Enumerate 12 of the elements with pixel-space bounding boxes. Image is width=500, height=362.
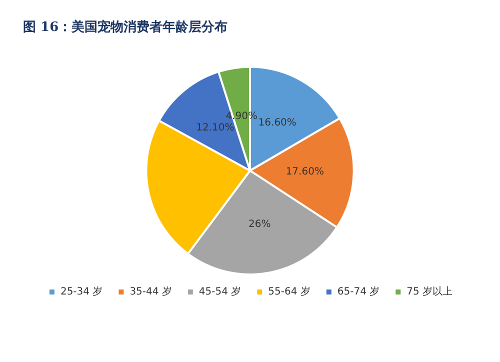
legend-label: 55-64 岁 <box>268 286 310 298</box>
data-label: 4.90% <box>226 110 258 122</box>
data-label: 16.60% <box>258 118 296 129</box>
legend-label: 35-44 岁 <box>130 286 172 298</box>
legend-label: 75 岁以上 <box>406 286 453 298</box>
chart-title: 图 16：美国宠物消费者年龄层分布 <box>23 19 228 35</box>
legend-label: 25-34 岁 <box>60 286 103 298</box>
data-label: 17.60% <box>286 166 324 178</box>
data-label: 26% <box>248 219 271 230</box>
data-label: 12.10% <box>196 122 234 134</box>
legend-label: 65-74 岁 <box>337 286 380 298</box>
legend-label: 45-54 岁 <box>198 286 242 298</box>
